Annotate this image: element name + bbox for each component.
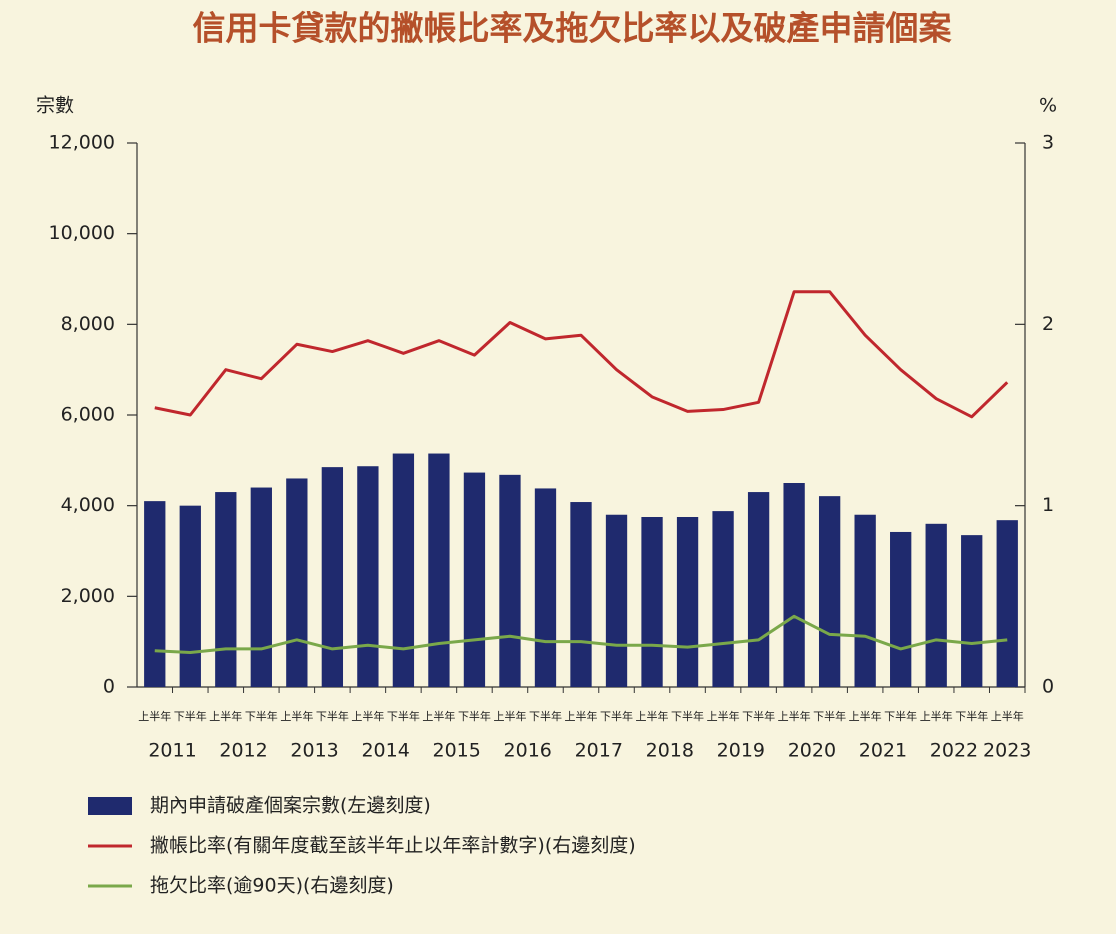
bar	[215, 492, 237, 687]
year-label: 2023	[983, 740, 1031, 762]
legend-swatch	[88, 797, 132, 815]
bar	[961, 535, 983, 687]
bar	[818, 496, 841, 687]
y-tick-label: 0	[103, 676, 115, 698]
x-tick-label: 下半年	[600, 709, 633, 723]
bar	[925, 523, 947, 687]
year-label: 2016	[504, 740, 552, 762]
x-tick-label: 下半年	[884, 709, 917, 723]
year-label: 2021	[859, 740, 907, 762]
x-tick-label: 上半年	[920, 709, 953, 723]
year-label: 2020	[788, 740, 836, 762]
x-tick-label: 下半年	[316, 709, 349, 723]
x-tick-label: 上半年	[280, 709, 313, 723]
bar	[499, 474, 521, 687]
x-tick-label: 上半年	[565, 709, 598, 723]
legend-label: 拖欠比率(逾90天)(右邊刻度)	[150, 875, 394, 897]
bar	[783, 483, 805, 687]
y2-tick-label: 0	[1042, 676, 1054, 698]
bar	[712, 511, 734, 687]
year-label: 2015	[433, 740, 481, 762]
y-tick-label: 8,000	[61, 313, 115, 335]
x-tick-label: 上半年	[778, 709, 811, 723]
x-tick-label: 上半年	[636, 709, 669, 723]
year-label: 2018	[646, 740, 694, 762]
x-tick-label: 下半年	[671, 709, 704, 723]
bar	[890, 531, 912, 687]
x-tick-label: 下半年	[458, 709, 491, 723]
bar	[854, 514, 876, 687]
x-tick-label: 上半年	[707, 709, 740, 723]
year-label: 2014	[361, 740, 409, 762]
bar	[996, 520, 1018, 687]
x-tick-label: 上半年	[493, 709, 526, 723]
y-tick-label: 4,000	[61, 494, 115, 516]
bar	[641, 517, 663, 687]
year-label: 2011	[148, 740, 196, 762]
legend-label: 期內申請破產個案宗數(左邊刻度)	[150, 795, 431, 817]
x-tick-label: 上半年	[991, 709, 1024, 723]
legend-label: 撇帳比率(有關年度截至該半年止以年率計數字)(右邊刻度)	[150, 835, 636, 857]
bar	[534, 488, 557, 687]
line	[154, 290, 1009, 419]
bar	[676, 517, 699, 687]
y2-tick-label: 3	[1042, 132, 1054, 154]
bar	[357, 466, 379, 687]
bar	[250, 487, 272, 687]
y-tick-label: 12,000	[49, 132, 115, 154]
bar	[321, 467, 344, 687]
y2-axis-label: %	[1039, 95, 1057, 117]
x-tick-label: 上半年	[209, 709, 242, 723]
line	[154, 614, 1008, 655]
chart-title: 信用卡貸款的撇帳比率及拖欠比率以及破產申請個案	[193, 9, 953, 48]
y2-tick-label: 2	[1042, 313, 1054, 335]
bar	[463, 472, 486, 687]
year-label: 2022	[930, 740, 978, 762]
y-tick-label: 6,000	[61, 404, 115, 426]
bar	[392, 453, 415, 687]
bar	[570, 502, 592, 687]
bar	[605, 514, 628, 687]
y-tick-label: 2,000	[61, 585, 115, 607]
x-tick-label: 下半年	[529, 709, 562, 723]
y-axis-label: 宗數	[36, 95, 74, 117]
bar	[179, 505, 201, 687]
bar	[428, 453, 450, 687]
x-tick-label: 下半年	[955, 709, 988, 723]
bar	[286, 478, 308, 687]
y-tick-label: 10,000	[49, 222, 115, 244]
year-label: 2017	[575, 740, 623, 762]
x-tick-label: 上半年	[138, 709, 171, 723]
x-tick-label: 下半年	[245, 709, 278, 723]
x-tick-label: 上半年	[351, 709, 384, 723]
x-tick-label: 下半年	[174, 709, 207, 723]
x-tick-label: 上半年	[849, 709, 882, 723]
year-label: 2019	[717, 740, 765, 762]
year-label: 2013	[290, 740, 338, 762]
x-tick-label: 下半年	[813, 709, 846, 723]
year-label: 2012	[219, 740, 267, 762]
bar	[747, 492, 770, 687]
x-tick-label: 下半年	[742, 709, 775, 723]
x-tick-label: 上半年	[422, 709, 455, 723]
x-tick-label: 下半年	[387, 709, 420, 723]
bar	[144, 501, 166, 687]
y2-tick-label: 1	[1042, 494, 1054, 516]
